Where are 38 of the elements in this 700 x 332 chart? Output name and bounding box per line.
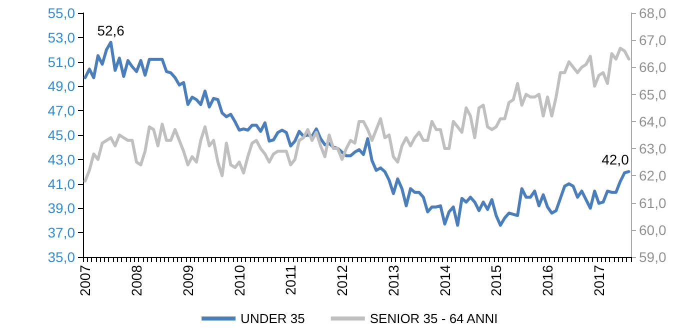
y-tick-label: 49,0 [48, 78, 76, 94]
y-tick-label: 53,0 [48, 29, 76, 46]
data-label: 52,6 [97, 22, 125, 38]
y-tick-label: 37,0 [48, 224, 76, 241]
line-series [84, 40, 630, 227]
line-series [84, 46, 630, 183]
y-tick-label: 51,0 [48, 54, 76, 70]
y-tick-label: 41,0 [48, 176, 76, 192]
x-tick-label: 2011 [282, 264, 299, 296]
y-tick-label: 55,0 [48, 5, 76, 21]
y2-tick-label: 61,0 [639, 194, 666, 211]
y2-tick-label: 64,0 [639, 113, 666, 130]
y2-tick-label: 63,0 [639, 140, 666, 157]
y-tick-label: 35,0 [48, 249, 76, 265]
x-tick-label: 2015 [488, 264, 504, 296]
y-tick-label: 45,0 [48, 127, 76, 143]
y2-tick-label: 65,0 [639, 86, 666, 102]
legend-label: SENIOR 35 - 64 ANNI [370, 311, 498, 326]
x-tick-label: 2016 [540, 264, 556, 296]
x-tick-label: 2007 [77, 264, 94, 296]
x-tick-label: 2010 [231, 264, 248, 296]
x-tick-label: 2009 [180, 264, 196, 296]
y2-tick-label: 62,0 [639, 168, 666, 184]
legend-label: UNDER 35 [240, 311, 305, 326]
data-label: 42,0 [602, 152, 630, 168]
x-tick-label: 2017 [590, 264, 607, 296]
x-tick-label: 2008 [128, 264, 145, 296]
y2-tick-label: 68,0 [639, 5, 666, 21]
y2-tick-label: 60,0 [639, 222, 666, 238]
x-tick-label: 2012 [334, 264, 350, 296]
y2-tick-label: 66,0 [639, 59, 666, 76]
x-tick-label: 2013 [385, 264, 402, 296]
x-tick-label: 2014 [436, 264, 453, 296]
y-tick-label: 43,0 [48, 151, 76, 168]
y-tick-label: 39,0 [48, 200, 76, 216]
y2-tick-label: 59,0 [639, 249, 666, 265]
y-tick-label: 47,0 [48, 102, 76, 119]
y2-tick-label: 67,0 [639, 32, 666, 48]
